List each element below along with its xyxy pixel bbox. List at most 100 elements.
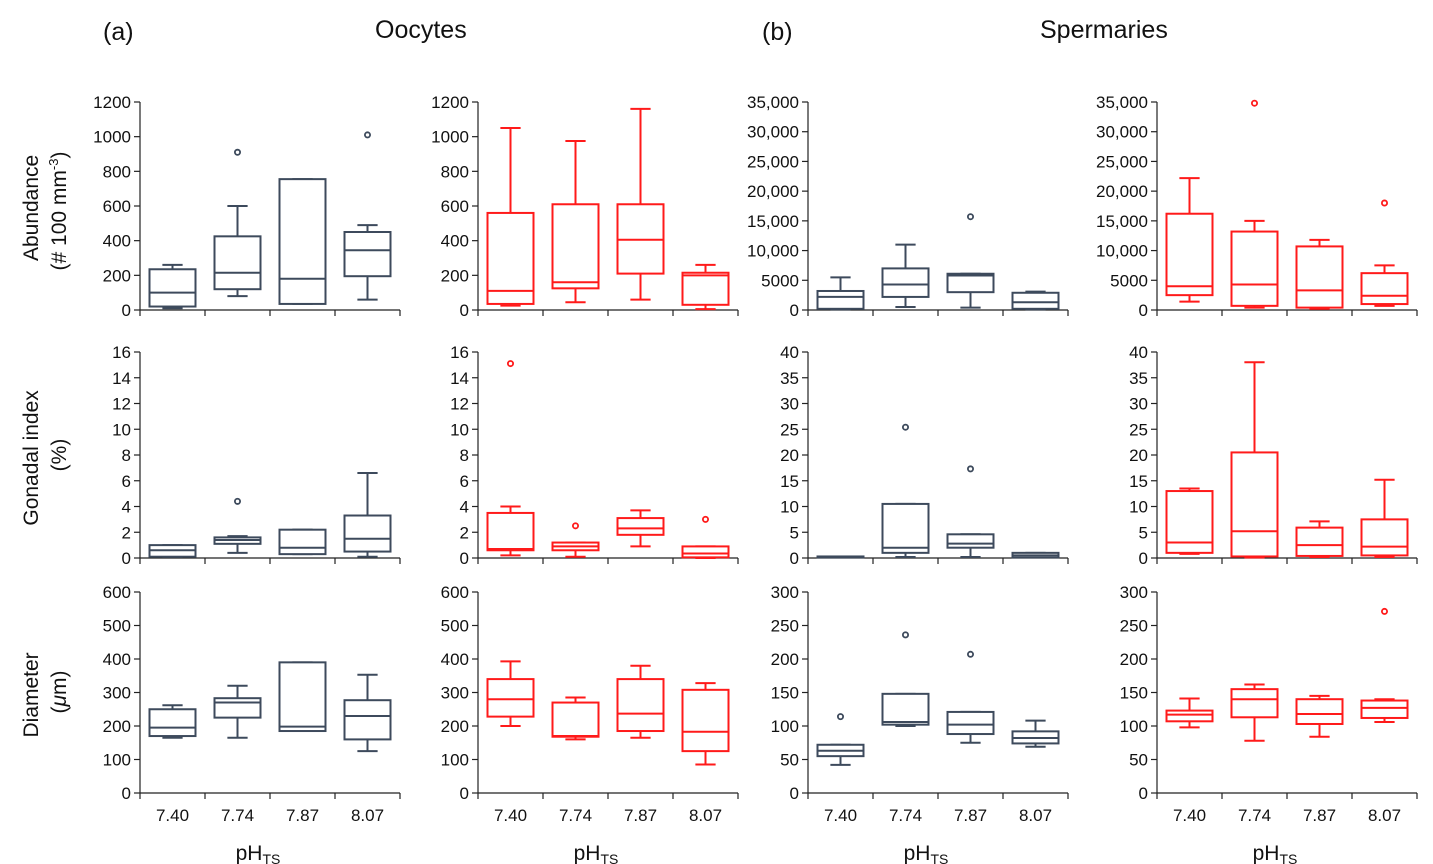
row-label-abundance-line2: (# 100 mm — [48, 170, 71, 270]
box-iqr — [881, 267, 930, 298]
x-tick-label: 7.87 — [286, 806, 319, 825]
box-7.40 — [816, 276, 865, 311]
box-iqr — [1165, 212, 1214, 297]
y-tick-label: 35 — [780, 369, 799, 388]
y-tick-label: 0 — [1139, 301, 1148, 320]
box-7.87 — [278, 178, 327, 305]
box-iqr — [1011, 291, 1060, 310]
y-tick-label: 8 — [460, 446, 469, 465]
box-7.74 — [881, 631, 930, 727]
x-tick-label: 8.07 — [351, 806, 384, 825]
box-iqr — [343, 699, 392, 741]
y-tick-label: 35,000 — [747, 93, 799, 112]
y-tick-label: 250 — [771, 617, 799, 636]
y-tick-label: 12 — [112, 395, 131, 414]
y-tick-label: 500 — [441, 617, 469, 636]
x-tick-label: 7.87 — [954, 806, 987, 825]
box-8.07 — [1360, 607, 1409, 723]
row-label-diameter-line2a: ( — [48, 707, 71, 714]
x-tick-label: 8.07 — [1019, 806, 1052, 825]
y-tick-label: 20,000 — [1096, 182, 1148, 201]
y-tick-label: 15,000 — [1096, 212, 1148, 231]
box-8.07 — [1011, 551, 1060, 559]
y-tick-label: 1000 — [431, 128, 469, 147]
box-iqr — [816, 289, 865, 310]
section-a-label: (a) — [103, 18, 134, 46]
x-tick-label: 7.87 — [624, 806, 657, 825]
y-tick-label: 20 — [1129, 446, 1148, 465]
box-7.74 — [551, 522, 600, 558]
box-iqr — [1230, 688, 1279, 719]
y-tick-label: 100 — [103, 751, 131, 770]
box-iqr — [278, 661, 327, 733]
y-tick-label: 30,000 — [1096, 123, 1148, 142]
panel-2-1: 0 2 4 6 8 10 12 14 16 — [112, 343, 401, 568]
x-axis-title-sub: TS — [600, 851, 618, 864]
box-iqr — [1360, 518, 1409, 557]
box-7.87 — [946, 213, 995, 309]
panel-3-1: 0 100 200 300 400 500 600 7.40 7.74 7.87 8.07 pHTS — [103, 583, 401, 864]
panel-2-3: 0 5 10 15 20 25 30 35 40 — [780, 343, 1069, 568]
box-7.40 — [486, 127, 535, 307]
y-tick-label: 1200 — [431, 93, 469, 112]
y-tick-label: 5000 — [1110, 271, 1148, 290]
outlier-point — [967, 465, 975, 473]
y-tick-label: 35,000 — [1096, 93, 1148, 112]
outlier-point — [1251, 99, 1259, 107]
box-7.87 — [278, 661, 327, 733]
y-tick-label: 150 — [771, 684, 799, 703]
y-tick-label: 12 — [450, 395, 469, 414]
box-iqr — [1230, 451, 1279, 558]
x-axis-title-main: pH — [1253, 842, 1280, 864]
box-8.07 — [1011, 290, 1060, 311]
row-label-gonadal-line1: Gonadal index — [20, 390, 43, 526]
panels-group: 0200400600800100012000200400600800100012… — [93, 93, 1418, 864]
x-axis-title: pHTS — [574, 842, 619, 864]
x-axis-title-sub: TS — [262, 851, 280, 864]
box-7.87 — [616, 509, 665, 548]
box-iqr — [486, 678, 535, 718]
y-tick-label: 300 — [771, 583, 799, 602]
box-iqr — [681, 688, 730, 753]
y-tick-label: 100 — [771, 717, 799, 736]
panel-3-4: 0 50 100 150 200 250 300 7.40 7.74 7.87 8.07 pHTS — [1120, 583, 1418, 864]
y-tick-label: 100 — [1120, 717, 1148, 736]
row-label-diameter-mu: μ — [48, 695, 71, 708]
y-tick-label: 800 — [103, 162, 131, 181]
box-7.40 — [816, 713, 865, 766]
y-tick-label: 200 — [103, 717, 131, 736]
y-tick-label: 0 — [790, 301, 799, 320]
box-8.07 — [681, 682, 730, 766]
box-7.87 — [278, 528, 327, 556]
y-tick-label: 25,000 — [747, 152, 799, 171]
y-tick-label: 200 — [103, 266, 131, 285]
y-tick-label: 0 — [460, 549, 469, 568]
box-7.40 — [486, 660, 535, 727]
box-7.87 — [1295, 520, 1344, 558]
y-tick-label: 8 — [122, 446, 131, 465]
box-7.74 — [551, 696, 600, 741]
box-iqr — [551, 701, 600, 738]
x-tick-label: 8.07 — [1368, 806, 1401, 825]
box-7.87 — [616, 664, 665, 739]
y-tick-label: 10 — [450, 420, 469, 439]
box-iqr — [343, 514, 392, 553]
box-iqr — [1295, 526, 1344, 557]
y-tick-label: 400 — [441, 650, 469, 669]
y-tick-label: 25 — [1129, 420, 1148, 439]
y-tick-label: 250 — [1120, 617, 1148, 636]
y-tick-label: 0 — [1139, 784, 1148, 803]
panel-1-4: 0 5000 10,000 15,000 20,000 25,000 30,000 35,00… — [1096, 93, 1418, 320]
panel-2-2: 0 2 4 6 8 10 12 14 16 — [450, 343, 739, 568]
x-tick-label: 7.40 — [156, 806, 189, 825]
box-7.87 — [1295, 694, 1344, 738]
row-label-diameter-line2b: m) — [48, 670, 71, 695]
box-iqr — [551, 203, 600, 290]
y-tick-label: 15,000 — [747, 212, 799, 231]
box-7.74 — [1230, 361, 1279, 559]
y-tick-label: 14 — [112, 369, 131, 388]
y-tick-label: 14 — [450, 369, 469, 388]
section-b-title: Spermaries — [1040, 16, 1168, 44]
box-iqr — [343, 231, 392, 278]
x-axis-title-sub: TS — [930, 851, 948, 864]
